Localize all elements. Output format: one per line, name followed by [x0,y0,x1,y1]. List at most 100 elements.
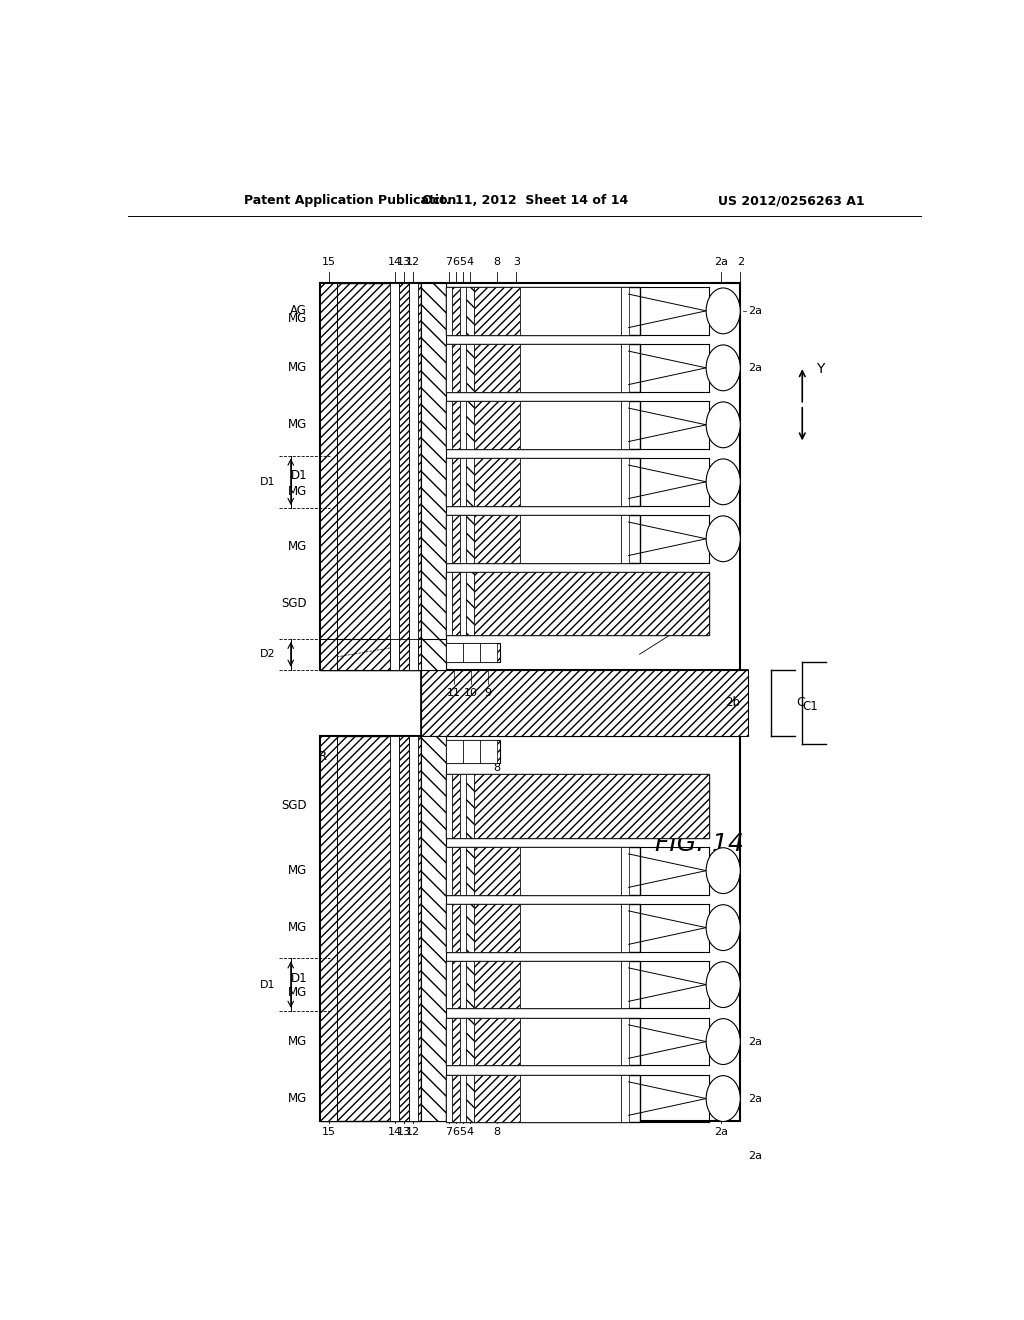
Bar [452,286,460,335]
Bar [409,639,418,669]
Bar [480,739,497,763]
Bar [445,904,640,952]
Bar [520,1074,621,1122]
Bar [321,284,421,669]
Bar [445,1074,640,1122]
Ellipse shape [707,1076,740,1122]
Text: MG: MG [288,540,307,553]
Bar [399,284,409,669]
Bar [621,401,629,449]
Bar [460,904,466,952]
Bar [466,904,474,952]
Bar [520,458,621,506]
Bar [466,1018,474,1065]
Bar [474,286,520,335]
Bar [621,904,629,952]
Text: 6: 6 [453,1127,460,1138]
Text: 11: 11 [446,688,461,698]
Bar [474,345,520,392]
Bar [452,775,460,838]
Bar [466,401,474,449]
Bar [390,639,399,669]
Text: 6: 6 [453,257,460,268]
Bar [409,284,418,669]
Bar [452,345,460,392]
Bar [621,286,629,335]
Text: MG: MG [288,362,307,375]
Text: 2b: 2b [725,696,739,709]
Bar [452,904,460,952]
Text: 13: 13 [397,1127,411,1138]
Bar [445,904,452,952]
Bar [520,345,621,392]
Text: 7: 7 [445,257,453,268]
Bar [445,401,640,449]
Bar [460,847,466,895]
Text: 8: 8 [494,763,501,774]
Text: 8: 8 [494,1127,501,1138]
Bar [445,458,452,506]
Bar [445,961,452,1008]
Text: C: C [796,696,805,709]
Bar [321,639,337,669]
Bar [445,286,452,335]
Bar [466,847,474,895]
Bar [621,458,629,506]
Bar [390,284,399,669]
Bar [474,572,710,635]
Bar [466,345,474,392]
Bar [621,515,629,562]
Bar [460,515,466,562]
Text: US 2012/0256263 A1: US 2012/0256263 A1 [718,194,864,207]
Ellipse shape [707,459,740,504]
Text: 2a: 2a [748,1151,762,1160]
Text: FIG. 14: FIG. 14 [655,832,743,855]
Bar [474,904,520,952]
Text: 4: 4 [466,1127,473,1138]
Text: D1: D1 [260,979,275,990]
Bar [621,1018,629,1065]
Text: C1: C1 [802,700,818,713]
Bar [445,1018,452,1065]
Bar [460,286,466,335]
Bar [390,737,399,1121]
Bar [480,643,497,663]
Text: D1: D1 [291,972,307,985]
Text: AG: AG [290,305,307,317]
Text: MG: MG [288,1092,307,1105]
Text: SGD: SGD [282,800,307,813]
Text: Y: Y [816,363,824,376]
Bar [520,401,621,449]
Bar [445,739,500,763]
Text: 2a: 2a [748,306,762,315]
Text: 15: 15 [322,1127,336,1138]
Bar [452,401,460,449]
Bar [452,572,460,635]
Bar [321,284,740,669]
Text: MG: MG [288,921,307,935]
Bar [445,515,452,562]
Bar [460,1074,466,1122]
Bar [460,345,466,392]
Bar [474,515,520,562]
Bar [445,401,452,449]
Text: 3: 3 [513,257,520,268]
Bar [452,847,460,895]
Bar [520,904,621,952]
Ellipse shape [707,962,740,1007]
Bar [621,345,629,392]
Text: 10: 10 [464,688,477,698]
Ellipse shape [707,904,740,950]
Bar [460,572,466,635]
Bar [474,775,710,838]
Bar [474,961,520,1008]
Text: 8: 8 [494,257,501,268]
Bar [466,458,474,506]
Bar [321,639,421,669]
Bar [452,1018,460,1065]
Text: 9: 9 [484,688,492,698]
Text: Patent Application Publication: Patent Application Publication [245,194,457,207]
Bar [321,284,337,669]
Bar [452,515,460,562]
Text: 12: 12 [407,1127,420,1138]
